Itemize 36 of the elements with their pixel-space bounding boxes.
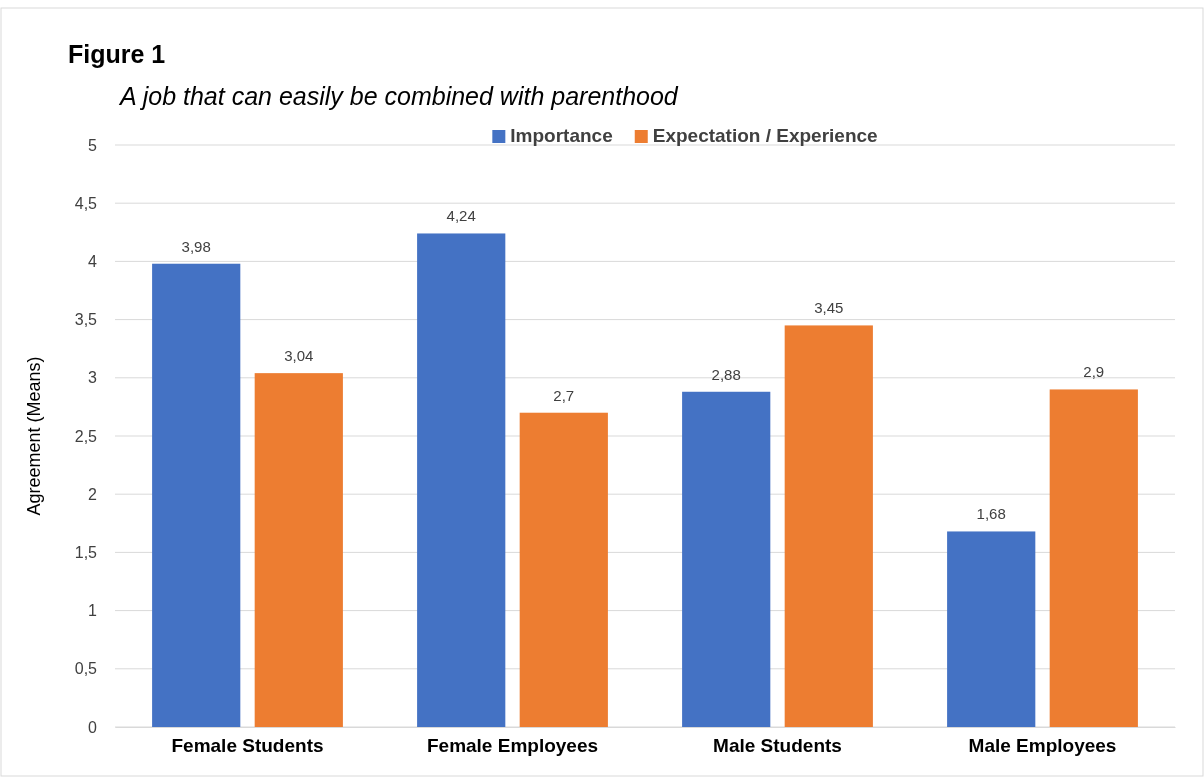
y-tick-label: 4 [88, 253, 98, 271]
y-axis-title: Agreement (Means) [24, 356, 44, 516]
bar [254, 373, 343, 727]
y-tick-label: 0 [88, 718, 98, 736]
bar [947, 531, 1036, 727]
y-tick-label: 3,5 [74, 311, 98, 329]
bar [682, 391, 771, 727]
y-tick-label: 2 [88, 485, 98, 503]
y-tick-label: 1,5 [74, 544, 98, 562]
x-tick-label: Male Students [713, 735, 842, 757]
bar [784, 325, 873, 727]
bar [152, 263, 241, 727]
y-tick-label: 3 [88, 369, 98, 387]
x-tick-label: Male Employees [968, 735, 1117, 757]
y-tick-label: 4,5 [74, 194, 98, 212]
data-label: 4,24 [446, 207, 476, 225]
chart-title: Figure 1 [68, 40, 166, 68]
x-tick-label: Female Students [171, 735, 324, 757]
y-tick-label: 2,5 [74, 427, 98, 445]
legend-label: Importance [510, 125, 613, 146]
bar [1049, 389, 1138, 727]
bar [519, 412, 608, 727]
y-tick-label: 1 [88, 602, 98, 620]
data-label: 2,88 [711, 365, 741, 383]
data-label: 3,98 [181, 237, 211, 255]
data-label: 3,45 [814, 299, 844, 317]
data-label: 1,68 [976, 505, 1006, 523]
bar [417, 233, 506, 727]
data-label: 3,04 [284, 347, 314, 365]
legend-label: Expectation / Experience [652, 125, 878, 146]
y-tick-label: 5 [88, 136, 98, 154]
data-label: 2,9 [1083, 363, 1105, 381]
x-tick-label: Female Employees [426, 735, 599, 757]
data-label: 2,7 [553, 386, 575, 404]
y-tick-label: 0,5 [74, 660, 98, 678]
chart-subtitle: A job that can easily be combined with parenthood [118, 82, 679, 110]
